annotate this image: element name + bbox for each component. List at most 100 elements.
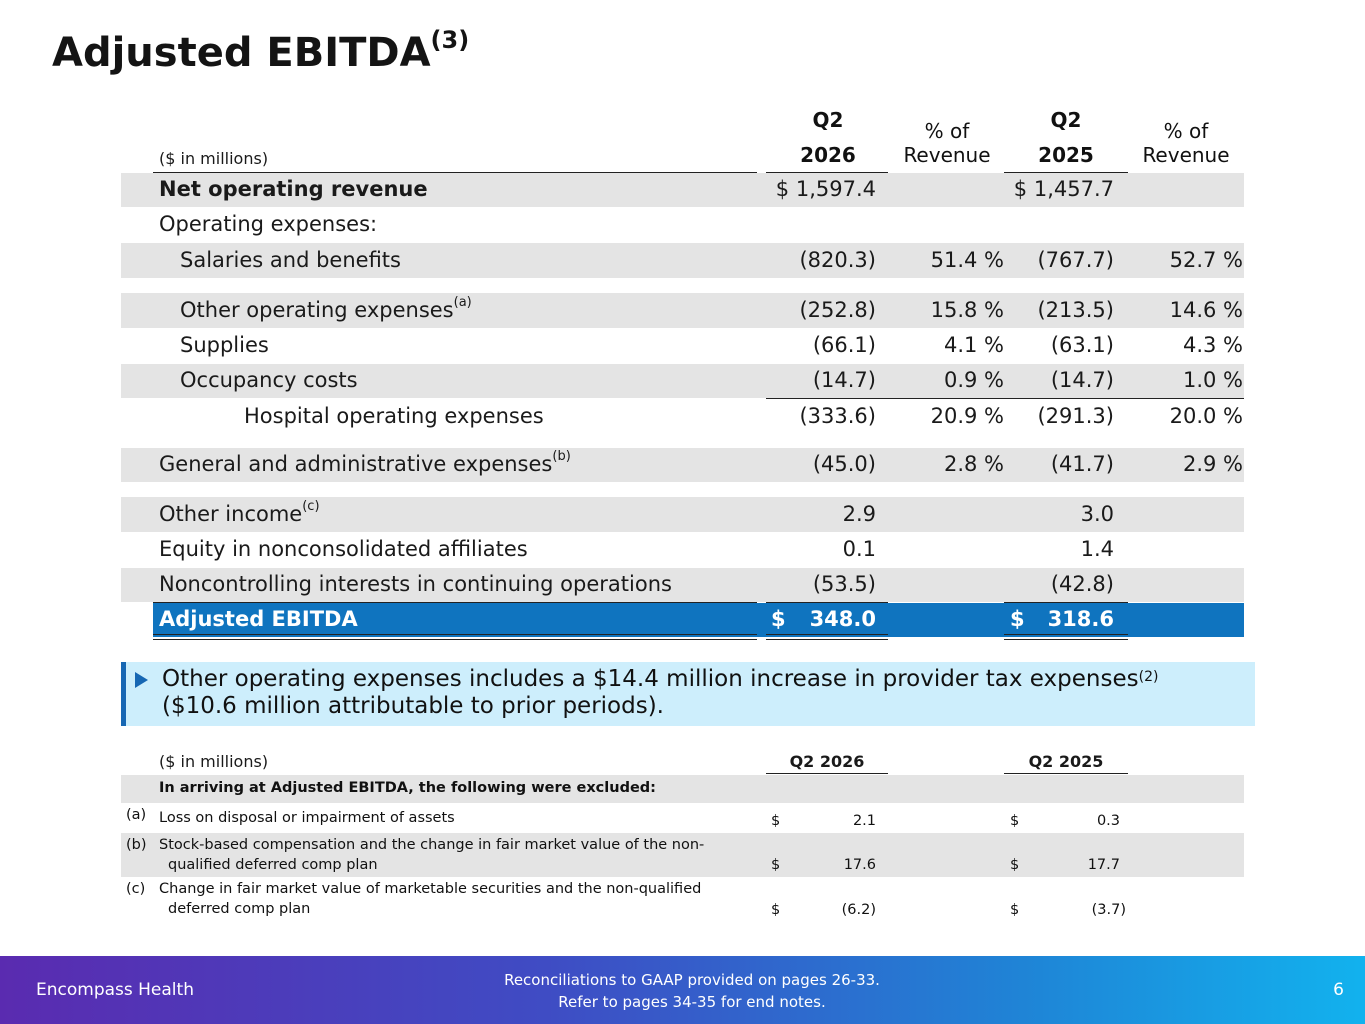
row-label-supplies: Supplies xyxy=(180,333,269,357)
footnote-tag-b: (b) xyxy=(126,837,147,853)
footnote-ref: (a) xyxy=(453,295,472,310)
exclusion-item-c-line2: deferred comp plan xyxy=(168,901,311,917)
header-pct2-line1: % of xyxy=(1163,119,1209,143)
footnote-ref: (b) xyxy=(552,449,571,464)
row-label-other-operating-expenses: Other operating expenses(a) xyxy=(180,295,472,322)
pct-2025: 52.7 % xyxy=(1169,248,1243,272)
exclusions-rule-2026 xyxy=(766,773,888,774)
footer-note: Reconciliations to GAAP provided on page… xyxy=(450,969,934,1013)
currency-2026: $ xyxy=(771,857,781,873)
total-double-rule-2025 xyxy=(1004,634,1128,640)
exclusions-header-2026: Q2 2026 xyxy=(789,752,865,771)
total-rule xyxy=(153,602,757,603)
callout-box: Other operating expenses includes a $14.… xyxy=(121,662,1255,726)
header-q2-2026-line2: 2026 xyxy=(800,143,856,167)
currency-2025: $ xyxy=(1010,857,1020,873)
exclusions-units-label: ($ in millions) xyxy=(159,752,269,771)
value-2025: 0.3 xyxy=(1096,813,1120,829)
row-label-text: Other operating expenses xyxy=(180,298,454,322)
footer-note-line2: Refer to pages 34-35 for end notes. xyxy=(558,993,826,1011)
row-label-other-income: Other income(c) xyxy=(159,499,320,526)
value-2026: $ 1,597.4 xyxy=(775,177,876,201)
header-rule-2026 xyxy=(766,172,888,173)
value-2026: (6.2) xyxy=(841,902,876,918)
row-label-text: General and administrative expenses xyxy=(159,452,553,476)
row-label-equity-affiliates: Equity in nonconsolidated affiliates xyxy=(159,537,528,561)
header-q2-2026-line1: Q2 xyxy=(812,108,844,132)
pct-2026: 20.9 % xyxy=(930,404,1004,428)
pct-2025: 2.9 % xyxy=(1182,452,1243,476)
row-band xyxy=(121,243,1244,278)
title-footnote-ref: (3) xyxy=(430,26,470,54)
adjusted-ebitda-row xyxy=(153,603,1244,637)
total-currency-2025: $ xyxy=(1010,607,1025,631)
currency-2025: $ xyxy=(1010,902,1020,918)
page-title: Adjusted EBITDA(3) xyxy=(52,26,469,76)
value-2025: (213.5) xyxy=(1037,298,1114,322)
pct-2026: 15.8 % xyxy=(930,298,1004,322)
currency-2026: $ xyxy=(771,902,781,918)
value-2026: (14.7) xyxy=(812,368,876,392)
value-2025: 1.4 xyxy=(1080,537,1114,561)
header-pct1-line2: Revenue xyxy=(903,143,991,167)
row-label-hospital-operating-expenses: Hospital operating expenses xyxy=(244,404,544,428)
value-2026: 2.1 xyxy=(852,813,876,829)
callout-footnote-ref: (2) xyxy=(1138,669,1159,685)
subtotal-rule xyxy=(766,398,1244,399)
row-band xyxy=(121,833,1244,877)
row-label-net-operating-revenue: Net operating revenue xyxy=(159,177,428,201)
row-band xyxy=(121,173,1244,207)
total-rule-2025 xyxy=(1004,602,1128,603)
pct-2026: 4.1 % xyxy=(943,333,1004,357)
row-label-noncontrolling-interests: Noncontrolling interests in continuing o… xyxy=(159,572,672,596)
value-2025: (41.7) xyxy=(1050,452,1114,476)
value-2026: (53.5) xyxy=(812,572,876,596)
row-label-general-administrative: General and administrative expenses(b) xyxy=(159,449,571,476)
footnote-ref: (c) xyxy=(302,499,320,514)
value-2025: (42.8) xyxy=(1050,572,1114,596)
row-band xyxy=(121,568,1244,602)
row-label-salaries: Salaries and benefits xyxy=(180,248,401,272)
header-q2-2025-line2: 2025 xyxy=(1038,143,1094,167)
callout-line2: ($10.6 million attributable to prior per… xyxy=(162,693,664,719)
value-2025: (767.7) xyxy=(1037,248,1114,272)
pct-2026: 2.8 % xyxy=(943,452,1004,476)
total-value-2025: 318.6 xyxy=(1047,607,1114,631)
exclusion-item-b-line2: qualified deferred comp plan xyxy=(168,857,378,873)
header-q2-2025-line1: Q2 xyxy=(1050,108,1082,132)
value-2026: (333.6) xyxy=(799,404,876,428)
callout-line1: Other operating expenses includes a $14.… xyxy=(162,666,1139,692)
value-2025: (14.7) xyxy=(1050,368,1114,392)
exclusions-heading: In arriving at Adjusted EBITDA, the foll… xyxy=(159,780,656,796)
total-label: Adjusted EBITDA xyxy=(159,607,358,631)
header-rule-2025 xyxy=(1004,172,1128,173)
value-2026: (820.3) xyxy=(799,248,876,272)
value-2025: (63.1) xyxy=(1050,333,1114,357)
units-label: ($ in millions) xyxy=(159,149,269,168)
row-label-occupancy-costs: Occupancy costs xyxy=(180,368,358,392)
total-double-rule-2026 xyxy=(766,634,888,640)
header-rule xyxy=(153,172,757,173)
footer-brand: Encompass Health xyxy=(36,980,194,1000)
value-2026: 0.1 xyxy=(842,537,876,561)
pct-2025: 14.6 % xyxy=(1169,298,1243,322)
pct-2025: 20.0 % xyxy=(1169,404,1243,428)
value-2026: (252.8) xyxy=(799,298,876,322)
total-double-rule xyxy=(153,634,757,640)
footnote-tag-a: (a) xyxy=(126,807,147,823)
total-value-2026: 348.0 xyxy=(809,607,876,631)
value-2025: 17.7 xyxy=(1087,857,1120,873)
page-number: 6 xyxy=(1333,980,1344,1000)
pct-2025: 4.3 % xyxy=(1182,333,1243,357)
value-2025: (291.3) xyxy=(1037,404,1114,428)
pct-2026: 51.4 % xyxy=(930,248,1004,272)
value-2026: (66.1) xyxy=(812,333,876,357)
row-band xyxy=(121,448,1244,482)
pct-2025: 1.0 % xyxy=(1182,368,1243,392)
value-2026: 17.6 xyxy=(843,857,876,873)
callout-accent-bar xyxy=(121,662,126,726)
bullet-triangle-icon xyxy=(135,672,148,688)
row-band xyxy=(121,497,1244,532)
total-currency-2026: $ xyxy=(771,607,786,631)
total-rule-2026 xyxy=(766,602,888,603)
